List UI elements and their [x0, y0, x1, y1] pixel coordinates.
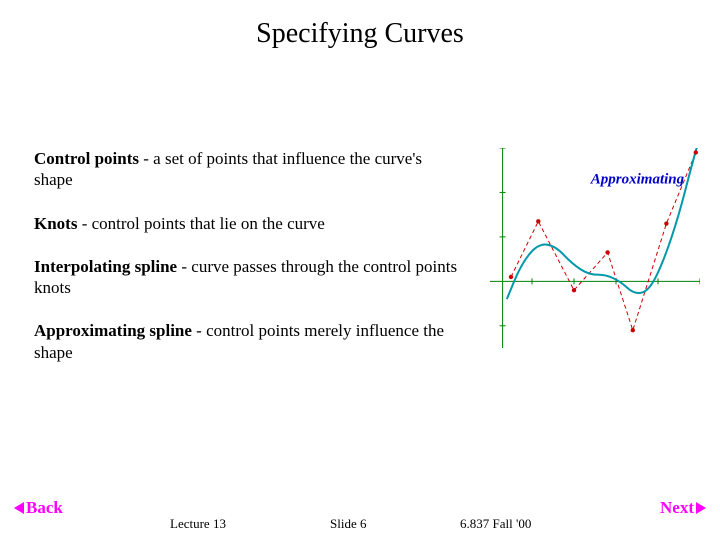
definition-item: Knots - control points that lie on the c… [34, 213, 464, 234]
next-button[interactable]: Next [660, 498, 706, 518]
term: Control points [34, 149, 139, 168]
arrow-left-icon [14, 502, 24, 514]
back-label: Back [26, 498, 63, 518]
term: Knots [34, 214, 77, 233]
term-text: - control points that lie on the curve [77, 214, 324, 233]
definition-item: Control points - a set of points that in… [34, 148, 464, 191]
footer-course: 6.837 Fall '00 [460, 516, 531, 532]
footer-lecture: Lecture 13 [170, 516, 226, 532]
term: Approximating spline [34, 321, 192, 340]
page-title: Specifying Curves [0, 18, 720, 50]
curve-figure: Approximating [490, 148, 700, 348]
curve-svg: Approximating [490, 148, 700, 348]
next-label: Next [660, 498, 694, 518]
definitions-block: Control points - a set of points that in… [34, 148, 464, 385]
footer-slide: Slide 6 [330, 516, 366, 532]
svg-text:Approximating: Approximating [590, 172, 685, 188]
arrow-right-icon [696, 502, 706, 514]
term: Interpolating spline [34, 257, 177, 276]
definition-item: Interpolating spline - curve passes thro… [34, 256, 464, 299]
definition-item: Approximating spline - control points me… [34, 320, 464, 363]
back-button[interactable]: Back [14, 498, 63, 518]
